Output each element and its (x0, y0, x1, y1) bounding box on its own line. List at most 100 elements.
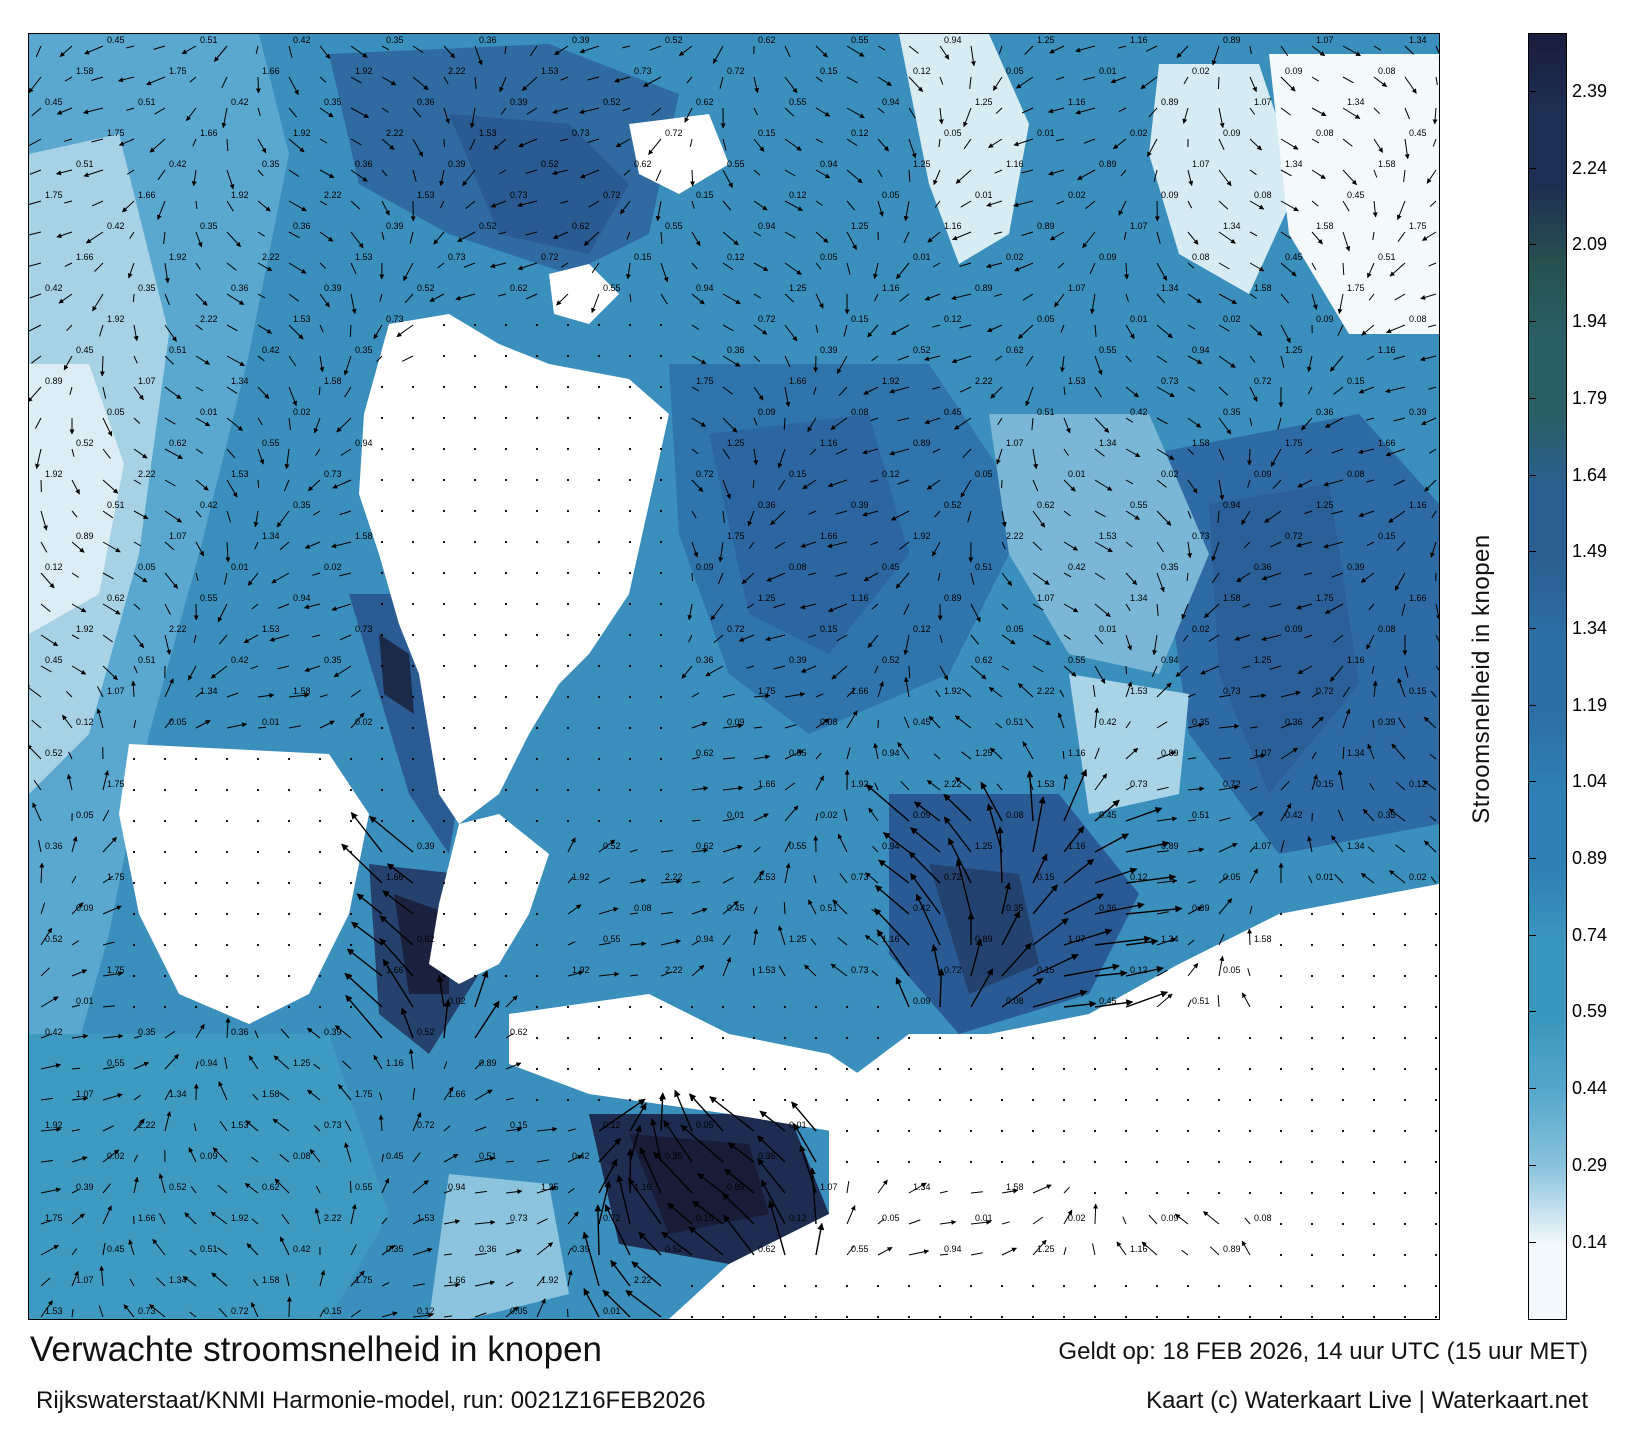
current-arrow (629, 878, 647, 884)
current-arrow (252, 1279, 259, 1287)
speed-label: 1.66 (851, 686, 869, 696)
current-arrow (517, 200, 538, 208)
current-arrow (1094, 969, 1128, 977)
current-arrow (164, 293, 170, 306)
current-arrow (102, 1005, 115, 1008)
current-arrow (164, 634, 172, 655)
speed-label: 0.62 (696, 841, 714, 851)
current-arrow (381, 200, 390, 216)
current-arrow (990, 747, 1003, 760)
current-arrow (688, 1093, 724, 1132)
current-arrow (288, 76, 299, 96)
current-arrow (722, 324, 734, 332)
current-arrow (1031, 417, 1034, 431)
speed-label: 0.01 (789, 1120, 807, 1130)
land-grid-dot (473, 633, 477, 637)
current-arrow (986, 262, 1003, 269)
current-arrow (784, 691, 806, 698)
current-arrow (1120, 169, 1127, 177)
land-grid-dot (256, 912, 260, 916)
current-arrow (753, 787, 762, 791)
current-arrow (1123, 231, 1127, 240)
current-arrow (1311, 293, 1318, 310)
current-arrow (1063, 634, 1071, 640)
speed-label: 1.53 (541, 66, 559, 76)
speed-label: 0.52 (944, 500, 962, 510)
land-grid-dot (318, 1005, 322, 1009)
current-arrow (244, 1183, 259, 1194)
current-arrow (251, 603, 259, 610)
current-arrow (614, 76, 631, 83)
current-arrow (784, 782, 795, 791)
current-arrow (773, 603, 786, 609)
current-arrow (837, 833, 848, 853)
current-arrow (1032, 665, 1044, 673)
current-arrow (908, 76, 924, 92)
speed-label: 0.12 (789, 1213, 807, 1223)
land-grid-dot (1310, 1067, 1314, 1071)
speed-label: 1.07 (169, 531, 187, 541)
current-arrow (660, 939, 681, 946)
current-arrow (924, 293, 941, 301)
current-arrow (439, 200, 445, 209)
speed-label: 2.22 (169, 624, 187, 634)
current-arrow (1125, 355, 1132, 363)
current-arrow (996, 783, 1003, 791)
current-arrow (1305, 448, 1313, 455)
current-arrow (719, 76, 724, 89)
land-grid-dot (504, 323, 508, 327)
land-grid-dot (1124, 1315, 1128, 1319)
speed-label: 1.75 (1316, 593, 1334, 603)
land-grid-dot (1155, 1191, 1159, 1195)
current-arrow (908, 1219, 921, 1225)
current-arrow (443, 999, 451, 1039)
current-arrow (1063, 773, 1069, 791)
land-grid-dot (566, 571, 570, 575)
speed-label: 0.01 (1099, 624, 1117, 634)
speed-label: 1.16 (634, 1182, 652, 1192)
current-arrow (304, 665, 321, 672)
land-grid-dot (411, 571, 415, 575)
current-arrow (350, 812, 383, 853)
current-arrow (903, 676, 910, 698)
land-grid-dot (1403, 1067, 1407, 1071)
speed-label: 1.58 (1378, 159, 1396, 169)
land-grid-dot (1031, 1067, 1035, 1071)
land-grid-dot (628, 819, 632, 823)
land-grid-dot (783, 1098, 787, 1102)
speed-label: 0.73 (1192, 531, 1210, 541)
land-grid-dot (783, 1005, 787, 1009)
current-arrow (129, 1278, 135, 1287)
current-arrow (1337, 324, 1344, 337)
current-arrow (655, 169, 662, 182)
current-arrow (56, 169, 73, 176)
current-arrow (846, 1245, 855, 1256)
current-arrow (1367, 743, 1375, 760)
current-arrow (784, 386, 791, 408)
current-arrow (31, 719, 42, 729)
current-arrow (1156, 262, 1168, 281)
land-grid-dot (473, 385, 477, 389)
current-arrow (133, 572, 148, 583)
current-arrow (843, 324, 848, 337)
land-grid-dot (287, 788, 291, 792)
land-grid-dot (752, 1036, 756, 1040)
current-arrow (1156, 603, 1159, 616)
colorbar-tick-label: 1.49 (1572, 541, 1608, 562)
current-arrow (1032, 510, 1046, 528)
current-arrow (1218, 448, 1225, 461)
current-arrow (741, 572, 755, 585)
land-grid-dot (1279, 1253, 1283, 1257)
land-grid-dot (194, 943, 198, 947)
current-arrow (784, 324, 798, 342)
current-arrow (722, 757, 735, 760)
current-arrow (469, 138, 476, 151)
current-arrow (722, 510, 725, 523)
current-arrow (691, 231, 701, 247)
current-arrow (339, 634, 352, 641)
current-arrow (970, 603, 981, 623)
land-grid-dot (194, 974, 198, 978)
speed-label: 0.89 (1223, 1244, 1241, 1254)
speed-label: 0.09 (1161, 1213, 1179, 1223)
land-grid-dot (659, 1005, 663, 1009)
